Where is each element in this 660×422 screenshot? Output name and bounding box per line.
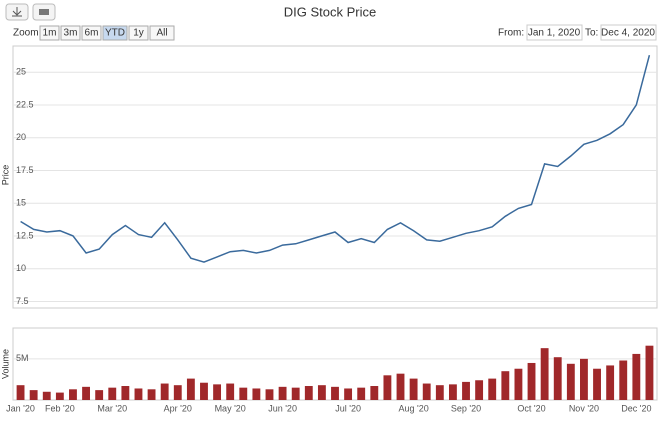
y-tick-label: 15 <box>16 198 26 208</box>
zoom-button[interactable] <box>81 25 102 41</box>
zoom-button-label[interactable]: 1m <box>43 28 57 39</box>
volume-bar <box>69 389 77 400</box>
volume-bar <box>186 378 195 400</box>
y-tick-label: 17.5 <box>16 165 34 175</box>
volume-bar <box>422 383 431 400</box>
volume-bar <box>16 385 25 400</box>
volume-bar <box>462 381 470 400</box>
volume-bar <box>540 348 549 400</box>
x-tick-label: Feb '20 <box>45 403 75 413</box>
to-label: To: <box>585 28 598 39</box>
volume-bar <box>121 386 130 400</box>
volume-bar <box>55 392 64 400</box>
zoom-button[interactable] <box>39 25 60 41</box>
volume-bar <box>370 386 379 400</box>
volume-axis-title: Volume <box>0 349 10 379</box>
y-tick-label: 22.5 <box>16 99 34 109</box>
x-tick-label: Aug '20 <box>398 403 428 413</box>
zoom-button-label[interactable]: 6m <box>85 28 99 39</box>
x-tick-label: May '20 <box>215 403 246 413</box>
volume-bar <box>304 386 313 400</box>
y-tick-label: 7.5 <box>16 296 29 306</box>
zoom-button[interactable] <box>128 25 149 41</box>
y-tick-label: 25 <box>16 67 26 77</box>
volume-bar <box>160 383 169 400</box>
price-line <box>20 55 651 263</box>
x-tick-label: Jan '20 <box>6 403 35 413</box>
zoom-button-label[interactable]: 1y <box>133 28 144 39</box>
x-tick-label: Jun '20 <box>268 403 297 413</box>
chart-title: DIG Stock Price <box>284 4 376 19</box>
volume-bar <box>252 388 261 400</box>
price-axis-title: Price <box>0 165 10 186</box>
volume-bar <box>645 345 654 400</box>
volume-bar <box>514 368 523 400</box>
volume-bar <box>593 368 601 400</box>
volume-bar <box>95 390 104 400</box>
price-pane <box>12 45 658 309</box>
to-date[interactable]: Dec 4, 2020 <box>601 28 655 39</box>
volume-bar <box>291 387 300 400</box>
volume-bar <box>265 389 274 400</box>
volume-bar <box>475 380 484 400</box>
volume-bar <box>134 388 143 400</box>
volume-bar <box>632 353 641 400</box>
volume-bar <box>213 384 222 400</box>
volume-bar <box>448 384 457 400</box>
volume-bar <box>357 387 366 400</box>
volume-bar <box>566 363 575 400</box>
x-tick-label: Jul '20 <box>335 403 361 413</box>
volume-bar <box>82 386 90 400</box>
zoom-button[interactable] <box>60 25 81 41</box>
volume-bar <box>173 385 182 400</box>
volume-bar <box>409 378 418 400</box>
volume-bar <box>29 390 38 400</box>
from-input[interactable] <box>526 24 583 41</box>
volume-bar <box>344 388 353 400</box>
volume-bar <box>226 383 235 400</box>
export-buttons[interactable] <box>5 3 56 21</box>
x-tick-label: Nov '20 <box>569 403 599 413</box>
zoom-button[interactable] <box>149 25 175 41</box>
zoom-button-label[interactable]: 3m <box>64 28 78 39</box>
from-label: From: <box>498 28 524 39</box>
from-date[interactable]: Jan 1, 2020 <box>528 28 581 39</box>
volume-bar <box>239 387 248 400</box>
y-tick-label: 10 <box>16 263 26 273</box>
volume-bar <box>278 386 287 400</box>
volume-bar <box>200 382 208 400</box>
volume-bar <box>553 357 562 400</box>
volume-bar <box>331 386 339 400</box>
zoom-label: Zoom <box>13 28 39 39</box>
x-tick-label: Mar '20 <box>97 403 127 413</box>
volume-bar <box>580 358 588 400</box>
zoom-button-label[interactable]: All <box>156 28 167 39</box>
volume-bar <box>108 387 117 400</box>
x-tick-label: Apr '20 <box>164 403 192 413</box>
volume-bar <box>383 375 392 400</box>
zoom-button-label[interactable]: YTD <box>105 28 125 39</box>
x-tick-label: Sep '20 <box>451 403 481 413</box>
volume-bar <box>488 378 497 400</box>
volume-bar <box>396 373 405 400</box>
volume-bar <box>317 385 326 400</box>
volume-bar <box>147 389 156 400</box>
x-tick-label: Oct '20 <box>517 403 545 413</box>
volume-bar <box>435 385 444 400</box>
y-tick-label: 20 <box>16 132 26 142</box>
volume-bar <box>42 391 51 400</box>
to-input[interactable] <box>600 24 657 41</box>
zoom-button[interactable] <box>102 25 128 41</box>
volume-bar <box>606 365 615 400</box>
x-tick-label: Dec '20 <box>621 403 651 413</box>
volume-bar <box>527 362 536 400</box>
y-tick-label: 12.5 <box>16 230 34 240</box>
volume-bar <box>619 360 628 400</box>
volume-bar <box>501 371 510 400</box>
y-tick-label: 5M <box>16 353 29 363</box>
